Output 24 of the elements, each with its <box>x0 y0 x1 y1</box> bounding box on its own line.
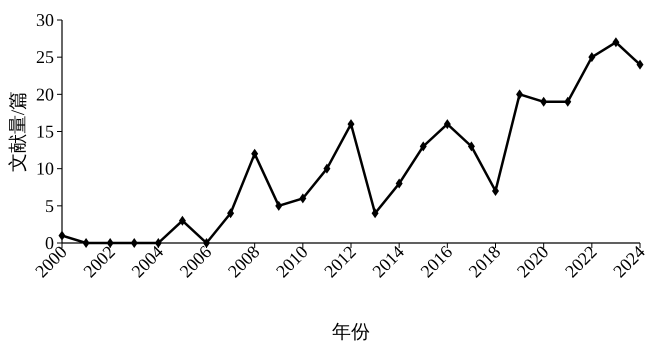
y-tick-label: 30 <box>36 10 54 30</box>
point <box>227 208 234 218</box>
point <box>588 52 596 62</box>
point <box>468 141 475 152</box>
point <box>612 37 620 48</box>
point <box>372 208 379 218</box>
point <box>299 193 306 204</box>
point <box>564 96 572 107</box>
point <box>420 141 427 152</box>
point <box>516 89 524 100</box>
y-tick-label: 5 <box>45 196 54 216</box>
point <box>540 96 548 107</box>
y-tick-label: 20 <box>36 84 54 104</box>
x-axis-title: 年份 <box>332 322 370 343</box>
point <box>275 200 282 211</box>
point <box>251 148 258 159</box>
y-tick-label: 25 <box>36 47 54 68</box>
y-axis-title: 文献量/篇 <box>8 90 29 172</box>
point <box>396 178 403 189</box>
point <box>323 164 330 174</box>
point <box>444 119 451 130</box>
point <box>178 216 186 226</box>
y-tick-label: 10 <box>36 158 54 179</box>
y-tick-label: 15 <box>36 122 54 142</box>
